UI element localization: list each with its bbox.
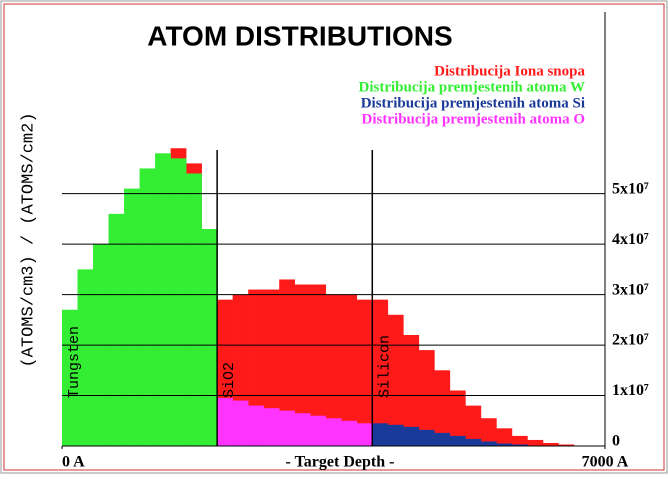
legend-entry: Distribucija Iona snopa	[434, 63, 585, 79]
histogram-bar	[434, 370, 451, 446]
histogram-bar	[465, 405, 482, 446]
legend-entry: Distribucija premjestenih atoma Si	[361, 95, 585, 111]
histogram-bar	[465, 438, 482, 446]
histogram-bar	[511, 435, 528, 446]
histogram-bar	[77, 269, 94, 446]
layer-label: Tungsten	[66, 326, 83, 398]
histogram-bar	[108, 213, 125, 446]
histogram-bar	[372, 299, 389, 446]
histogram-bar	[170, 158, 187, 447]
histogram-bar	[449, 435, 466, 446]
layer-label: Silicon	[376, 335, 393, 398]
histogram-bar	[310, 284, 327, 446]
y-tick-label: 1x10⁷	[612, 382, 649, 399]
y-axis-label: (ATOMS/cm3) / (ATOMS/cm2)	[19, 112, 38, 367]
histogram-bar	[201, 229, 218, 446]
histogram-bar	[527, 439, 544, 446]
x-axis-label: - Target Depth -	[286, 454, 395, 471]
histogram-bar	[449, 390, 466, 446]
y-tick-label: 0	[612, 433, 620, 450]
chart-title: ATOM DISTRIBUTIONS	[147, 20, 452, 51]
histogram-bar	[325, 294, 342, 446]
histogram-bar	[387, 424, 404, 446]
inner-frame	[3, 3, 665, 471]
histogram-bar	[558, 444, 575, 446]
histogram-bar	[372, 423, 389, 446]
histogram-bar	[418, 350, 435, 446]
histogram-bar	[155, 153, 171, 447]
histogram-bar	[232, 400, 249, 446]
histogram-bar	[294, 413, 311, 446]
histogram-bar	[124, 188, 140, 446]
histogram-bar	[310, 415, 327, 446]
histogram-bar	[496, 443, 513, 446]
y-tick-label: 3x10⁷	[612, 281, 649, 298]
histogram-bar	[418, 429, 435, 446]
histogram-bar	[511, 444, 528, 446]
legend-entry: Distribucija premjestenih atoma W	[358, 79, 585, 95]
histogram-bar	[294, 284, 311, 446]
y-tick-label: 4x10⁷	[612, 231, 649, 248]
histogram-bar	[217, 398, 233, 446]
histogram-bar	[341, 294, 358, 446]
layer-label: SiO2	[221, 362, 238, 398]
histogram-bar	[248, 405, 264, 446]
histogram-bar	[387, 314, 404, 446]
y-tick-label: 5x10⁷	[612, 180, 649, 197]
histogram-bar	[62, 309, 78, 446]
histogram-bar	[139, 168, 156, 446]
histogram-bar	[186, 173, 202, 446]
histogram-bar	[480, 441, 497, 446]
histogram-bar	[542, 442, 559, 446]
legend-entry: Distribucija premjestenih atoma O	[362, 111, 585, 127]
histogram-bar	[403, 426, 420, 446]
y-tick-label: 2x10⁷	[612, 332, 649, 349]
histogram-bar	[279, 410, 296, 446]
histogram-bar	[341, 420, 358, 446]
histogram-bar	[279, 279, 296, 446]
histogram-bar	[356, 423, 373, 446]
histogram-bar	[263, 289, 280, 446]
histogram-bar	[434, 432, 451, 446]
histogram-bar	[496, 428, 513, 446]
histogram-bar	[325, 418, 342, 446]
x-tick-label: 0 A	[62, 454, 85, 471]
histogram-bar	[263, 408, 280, 446]
histogram-bar	[356, 299, 373, 446]
x-tick-label: 7000 A	[582, 454, 629, 471]
histogram-bar	[480, 418, 497, 446]
histogram-bar	[403, 334, 420, 446]
